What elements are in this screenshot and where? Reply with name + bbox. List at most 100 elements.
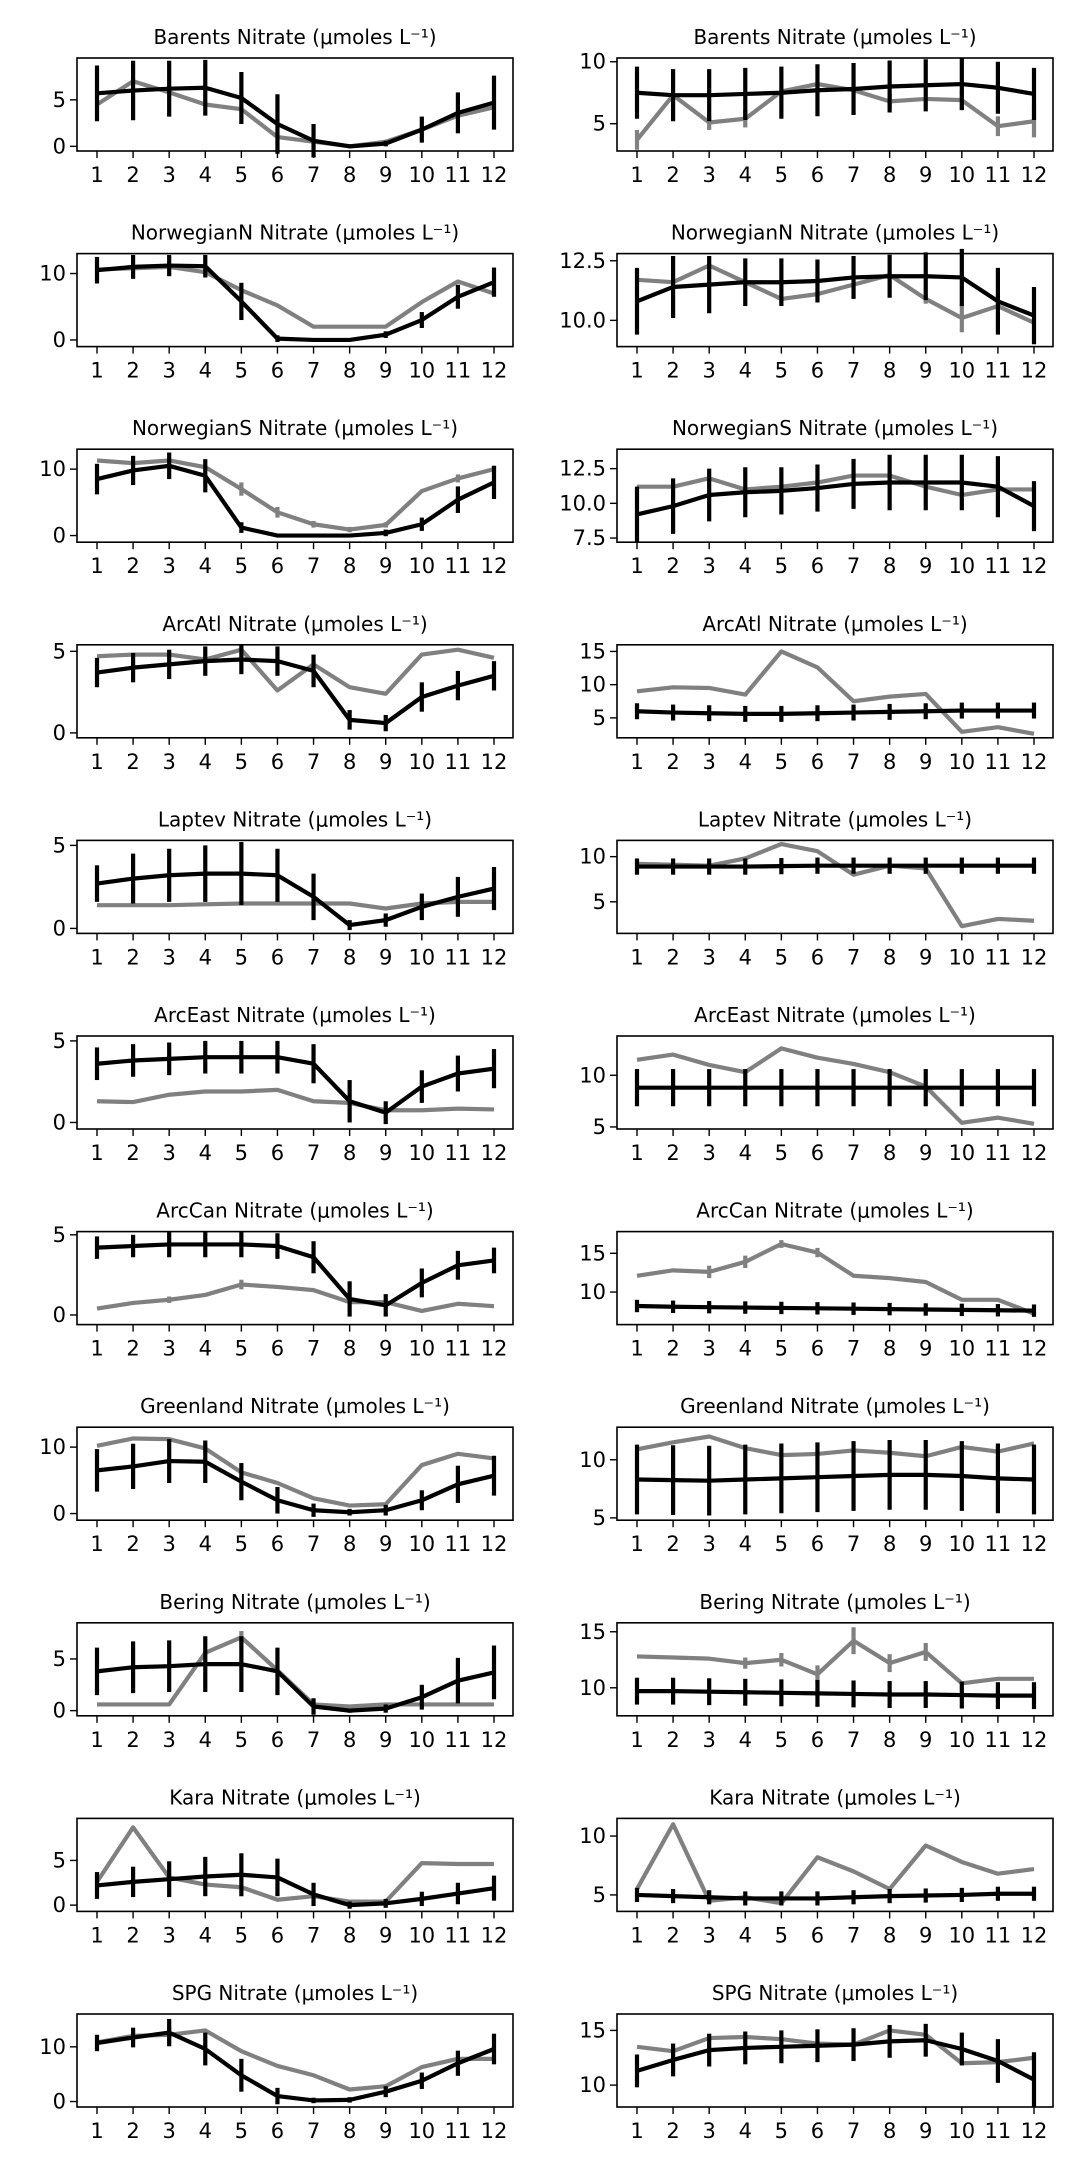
grey-series-line: [635, 1822, 1035, 1906]
x-tick-label: 4: [739, 2119, 752, 2143]
chart-title: NorwegianS Nitrate (μmoles L⁻¹): [672, 416, 998, 440]
x-tick-label: 2: [666, 2119, 679, 2143]
x-tick-label: 6: [811, 2119, 824, 2143]
x-tick-label: 11: [985, 945, 1012, 969]
y-tick-label: 12.5: [559, 249, 606, 273]
chart-title: Bering Nitrate (μmoles L⁻¹): [699, 1590, 970, 1614]
x-tick-label: 12: [1021, 1923, 1048, 1947]
x-tick-label: 5: [775, 2119, 788, 2143]
chart-title: SPG Nitrate (μmoles L⁻¹): [712, 1981, 958, 2005]
x-tick-label: 10: [948, 554, 975, 578]
x-tick-label: 9: [919, 1923, 932, 1947]
x-tick-label: 3: [702, 1923, 715, 1947]
y-tick-label: 10: [39, 1435, 66, 1459]
axes-frame: [616, 1035, 1054, 1130]
x-tick-label: 4: [739, 163, 752, 187]
x-tick-label: 3: [702, 359, 715, 383]
x-tick-label: 8: [883, 945, 896, 969]
x-tick-label: 10: [408, 359, 435, 383]
x-tick-label: 9: [919, 1337, 932, 1361]
y-tick-label: 10: [579, 1676, 606, 1700]
x-tick-label: 5: [235, 163, 248, 187]
x-tick-label: 12: [1021, 945, 1048, 969]
grey-series-line: [636, 649, 1035, 736]
x-tick-label: 3: [702, 2119, 715, 2143]
x-tick-label: 12: [481, 163, 508, 187]
x-tick-label: 11: [445, 1532, 472, 1556]
x-tick-label: 10: [948, 1728, 975, 1752]
y-tick-label: 10: [579, 1824, 606, 1848]
x-tick-label: 9: [379, 359, 392, 383]
x-tick-label: 6: [271, 945, 284, 969]
axes-frame: [616, 1230, 1054, 1326]
chart-panel: Bering Nitrate (μmoles L⁻¹)1 2 3 4 5 6 7 8 9 10 11…: [53, 1590, 514, 1752]
x-tick-label: 3: [702, 554, 715, 578]
x-tick-label: 7: [307, 163, 320, 187]
x-tick-label: 10: [948, 163, 975, 187]
y-tick-label: 0: [53, 916, 66, 940]
x-tick-label: 2: [666, 1728, 679, 1752]
black-series-line: [636, 1472, 1035, 1483]
x-tick-label: 12: [481, 750, 508, 774]
black-series-line: [636, 708, 1034, 716]
chart-title: Barents Nitrate (μmoles L⁻¹): [153, 25, 436, 49]
x-tick-label: 7: [307, 750, 320, 774]
x-tick-label: 4: [739, 1923, 752, 1947]
x-tick-label: 11: [985, 554, 1012, 578]
black-series-line: [636, 2038, 1035, 2082]
axes-frame: [76, 1426, 514, 1521]
x-tick-label: 9: [919, 2119, 932, 2143]
chart-title: Laptev Nitrate (μmoles L⁻¹): [698, 807, 972, 831]
y-tick-label: 10: [579, 1280, 606, 1304]
x-tick-label: 8: [343, 1532, 356, 1556]
x-tick-label: 3: [162, 1141, 175, 1165]
chart-panel: ArcAtl Nitrate (μmoles L⁻¹)1 2 3 4 5 6 7 8 9 10 11…: [579, 612, 1054, 774]
y-tick-label: 10.0: [559, 308, 606, 332]
x-tick-label: 3: [702, 1728, 715, 1752]
x-tick-label: 3: [162, 1337, 175, 1361]
axes-frame: [76, 839, 514, 935]
x-tick-label: 6: [271, 1141, 284, 1165]
x-tick-label: 4: [739, 1337, 752, 1361]
x-tick-label: 1: [90, 1141, 103, 1165]
x-tick-label: 2: [666, 945, 679, 969]
black-series-line: [636, 1891, 1034, 1901]
x-tick-label: 12: [481, 1923, 508, 1947]
axes-frame: [76, 57, 514, 152]
x-tick-label: 10: [408, 163, 435, 187]
grey-series-line: [96, 458, 495, 532]
x-tick-label: 2: [126, 554, 139, 578]
x-tick-label: 5: [775, 554, 788, 578]
x-tick-label: 9: [919, 1532, 932, 1556]
axes-frame: [76, 1817, 514, 1913]
chart-panel: Kara Nitrate (μmoles L⁻¹)1 2 3 4 5 6 7 8 9 10 11 12…: [53, 1785, 514, 1947]
y-tick-label: 10: [579, 673, 606, 697]
x-tick-label: 8: [343, 554, 356, 578]
y-tick-label: 5: [593, 112, 606, 136]
axes-frame: [76, 2013, 514, 2108]
x-tick-label: 5: [235, 359, 248, 383]
x-tick-label: 2: [666, 1337, 679, 1361]
x-tick-label: 3: [702, 1532, 715, 1556]
x-tick-label: 6: [811, 359, 824, 383]
chart-panel: Barents Nitrate (μmoles L⁻¹)1 2 3 4 5 6 7 8 9 10 1…: [53, 25, 514, 187]
x-tick-label: 12: [481, 1141, 508, 1165]
chart-panel: ArcCan Nitrate (μmoles L⁻¹)1 2 3 4 5 6 7 8 9 10 11…: [53, 1199, 514, 1361]
x-tick-label: 6: [271, 554, 284, 578]
y-tick-label: 5: [593, 1115, 606, 1139]
axes-frame: [616, 1426, 1054, 1521]
chart-panel: SPG Nitrate (μmoles L⁻¹)1 2 3 4 5 6 7 8 9 10 11 120…: [39, 1981, 514, 2143]
chart-title: NorwegianS Nitrate (μmoles L⁻¹): [132, 416, 458, 440]
x-tick-label: 8: [883, 1923, 896, 1947]
x-tick-label: 10: [408, 2119, 435, 2143]
black-series-line: [96, 871, 495, 928]
x-tick-label: 10: [408, 1728, 435, 1752]
x-tick-label: 5: [775, 1337, 788, 1361]
y-tick-label: 10: [39, 262, 66, 286]
black-series-line: [96, 1662, 495, 1713]
x-tick-label: 7: [307, 945, 320, 969]
x-tick-label: 9: [379, 945, 392, 969]
x-tick-label: 1: [630, 554, 643, 578]
chart-panel: SPG Nitrate (μmoles L⁻¹)1 2 3 4 5 6 7 8 9 10 11 121…: [579, 1981, 1054, 2143]
